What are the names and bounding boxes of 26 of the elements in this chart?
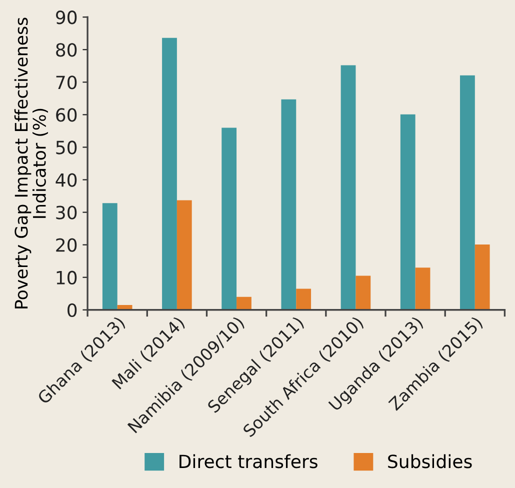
bar	[102, 203, 118, 310]
y-tick-label: 80	[56, 43, 77, 57]
y-tick-label: 90	[56, 10, 77, 24]
bar	[460, 75, 475, 310]
bar	[400, 114, 416, 310]
bar	[176, 200, 192, 310]
bar	[474, 244, 490, 310]
bar	[340, 65, 356, 310]
bar	[222, 128, 237, 310]
legend-label: Subsidies	[388, 454, 472, 468]
bar	[296, 288, 312, 310]
bar	[281, 99, 296, 310]
y-tick-label: 50	[56, 140, 77, 154]
y-axis-title: Poverty Gap Impact Effectiveness Indicator (%)	[14, 18, 48, 308]
y-tick-label: 10	[56, 270, 77, 284]
bar	[415, 268, 430, 310]
y-tick-label: 0	[68, 303, 77, 317]
y-tick-label: 20	[56, 238, 77, 252]
legend-label: Direct transfers	[180, 454, 318, 468]
bar	[356, 276, 371, 310]
y-tick-label: 60	[56, 108, 77, 122]
y-tick-label: 40	[56, 173, 77, 187]
y-tick-label: 30	[56, 206, 77, 220]
bar	[236, 296, 252, 310]
y-tick-label: 70	[56, 76, 77, 90]
bar	[162, 38, 177, 310]
